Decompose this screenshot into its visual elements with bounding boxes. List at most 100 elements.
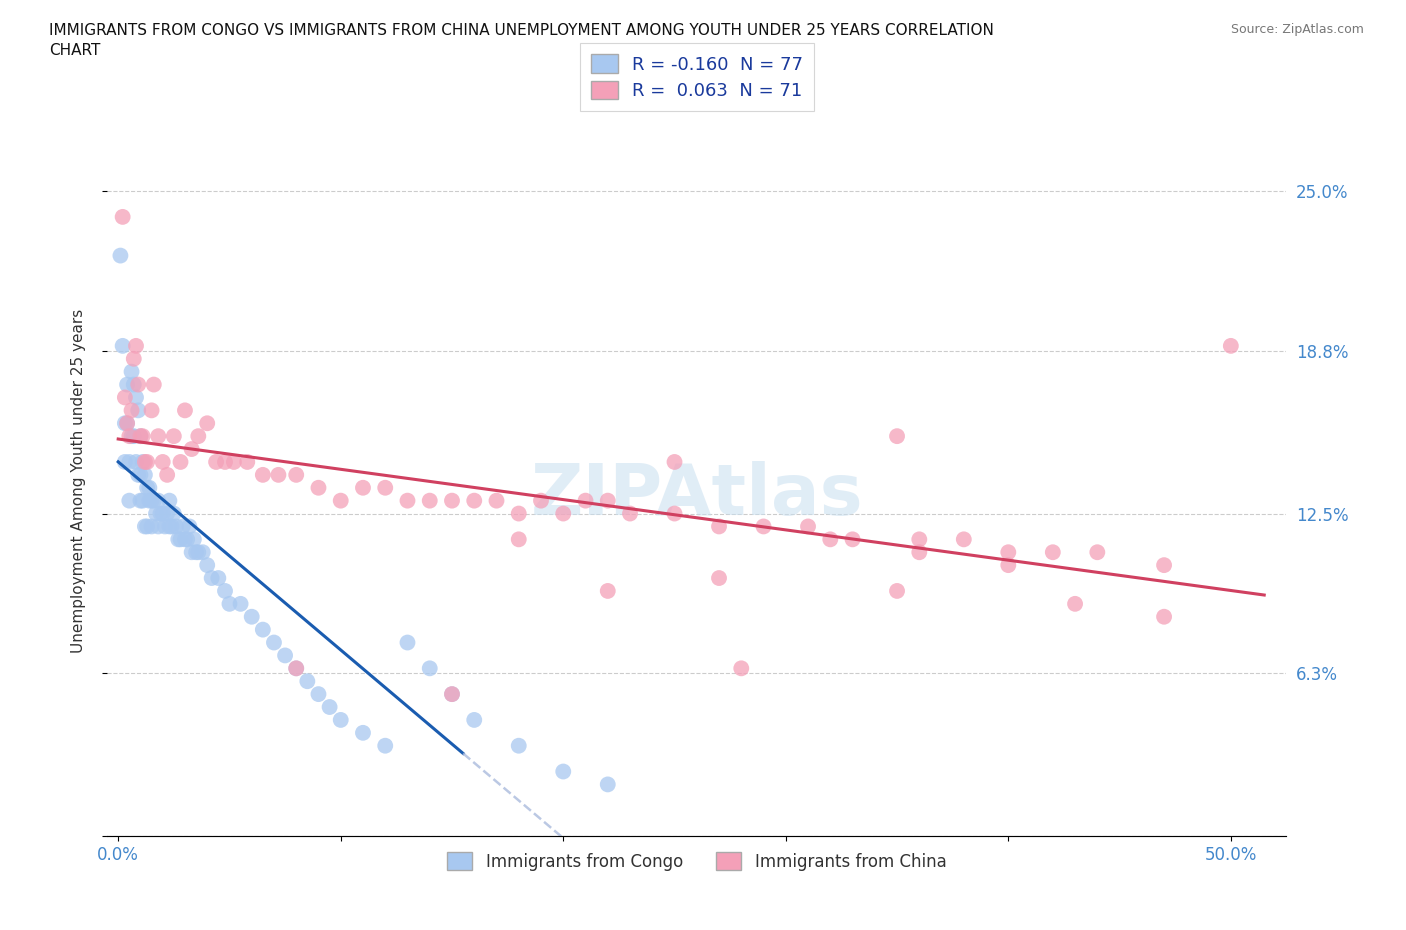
Point xyxy=(138,493,160,508)
Point xyxy=(274,648,297,663)
Point xyxy=(396,493,419,508)
Point xyxy=(508,532,530,547)
Point xyxy=(125,455,148,470)
Point xyxy=(180,442,202,457)
Point xyxy=(1064,596,1087,611)
Point xyxy=(129,493,152,508)
Point xyxy=(329,493,352,508)
Point xyxy=(596,493,619,508)
Point xyxy=(145,506,167,521)
Text: IMMIGRANTS FROM CONGO VS IMMIGRANTS FROM CHINA UNEMPLOYMENT AMONG YOUTH UNDER 25: IMMIGRANTS FROM CONGO VS IMMIGRANTS FROM… xyxy=(49,23,994,58)
Point xyxy=(111,339,134,353)
Point xyxy=(201,571,224,586)
Point xyxy=(229,596,252,611)
Point xyxy=(121,403,143,418)
Point xyxy=(172,519,194,534)
Point xyxy=(508,506,530,521)
Point xyxy=(121,429,143,444)
Text: Source: ZipAtlas.com: Source: ZipAtlas.com xyxy=(1230,23,1364,36)
Point xyxy=(141,493,163,508)
Point xyxy=(797,519,820,534)
Point xyxy=(308,480,330,495)
Point xyxy=(352,480,374,495)
Point xyxy=(115,378,138,392)
Point xyxy=(214,583,236,598)
Point xyxy=(485,493,508,508)
Point xyxy=(195,558,218,573)
Point xyxy=(180,545,202,560)
Point xyxy=(574,493,596,508)
Point xyxy=(463,712,485,727)
Point xyxy=(440,686,463,701)
Point xyxy=(142,378,165,392)
Point xyxy=(153,519,176,534)
Point xyxy=(419,493,441,508)
Point xyxy=(285,468,308,483)
Point xyxy=(1219,339,1241,353)
Point xyxy=(664,506,686,521)
Point xyxy=(236,455,259,470)
Point xyxy=(127,403,149,418)
Point xyxy=(134,468,156,483)
Point xyxy=(352,725,374,740)
Point xyxy=(157,493,180,508)
Point xyxy=(1042,545,1064,560)
Point xyxy=(165,519,187,534)
Point xyxy=(214,455,236,470)
Point xyxy=(142,493,165,508)
Point xyxy=(267,468,290,483)
Point xyxy=(115,416,138,431)
Point xyxy=(997,558,1019,573)
Point xyxy=(553,764,575,779)
Point xyxy=(508,738,530,753)
Point xyxy=(207,571,229,586)
Point xyxy=(141,519,163,534)
Point xyxy=(149,506,172,521)
Point xyxy=(440,493,463,508)
Point xyxy=(138,480,160,495)
Point xyxy=(997,545,1019,560)
Point xyxy=(318,699,340,714)
Point xyxy=(167,532,190,547)
Point xyxy=(152,506,174,521)
Point xyxy=(285,661,308,676)
Point xyxy=(136,455,159,470)
Point xyxy=(122,352,145,366)
Point xyxy=(136,480,159,495)
Point xyxy=(252,468,274,483)
Point xyxy=(118,429,141,444)
Point xyxy=(191,545,214,560)
Point xyxy=(596,777,619,791)
Point xyxy=(396,635,419,650)
Y-axis label: Unemployment Among Youth under 25 years: Unemployment Among Youth under 25 years xyxy=(72,309,86,654)
Point xyxy=(222,455,245,470)
Point xyxy=(156,506,179,521)
Point xyxy=(114,416,136,431)
Point xyxy=(169,532,191,547)
Point xyxy=(463,493,485,508)
Point xyxy=(619,506,641,521)
Point xyxy=(118,493,141,508)
Point xyxy=(1153,609,1175,624)
Point xyxy=(125,390,148,405)
Point xyxy=(115,416,138,431)
Point xyxy=(820,532,842,547)
Point xyxy=(908,532,931,547)
Point xyxy=(297,674,319,689)
Text: ZIPAtlas: ZIPAtlas xyxy=(530,461,863,530)
Point xyxy=(127,378,149,392)
Point xyxy=(553,506,575,521)
Point xyxy=(218,596,240,611)
Point xyxy=(163,506,186,521)
Point xyxy=(148,429,170,444)
Point xyxy=(308,686,330,701)
Point xyxy=(121,365,143,379)
Point xyxy=(1153,558,1175,573)
Point xyxy=(187,545,209,560)
Point xyxy=(148,519,170,534)
Point xyxy=(252,622,274,637)
Point xyxy=(952,532,974,547)
Point xyxy=(111,209,134,224)
Point xyxy=(129,429,152,444)
Point xyxy=(596,583,619,598)
